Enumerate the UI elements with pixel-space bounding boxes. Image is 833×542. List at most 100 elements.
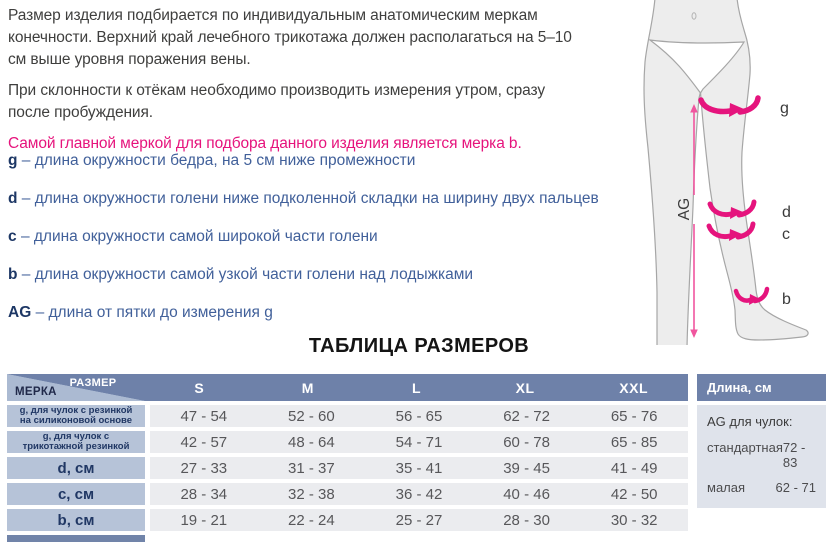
column-header-m: M — [301, 379, 314, 396]
length-row-short: малая 62 - 71 — [707, 480, 816, 495]
value-cell: 35 - 41 — [395, 459, 443, 477]
value-cell: 40 - 46 — [503, 485, 550, 503]
definition-key: b — [8, 266, 18, 283]
definition-desc: – длина окружности бедра, на 5 см ниже п… — [21, 152, 416, 169]
length-name: стандартная — [707, 440, 783, 455]
body-outline — [643, 0, 809, 345]
value-cell: 47 - 54 — [180, 407, 228, 425]
value-cell: 42 - 50 — [610, 485, 658, 503]
length-panel: Длина, см AG для чулок: стандартная 72 -… — [697, 374, 826, 508]
row-label-line: g, для чулок с резинкой — [19, 404, 133, 416]
value-cell: 19 - 21 — [180, 511, 228, 529]
row-label: g, для чулок с резинкой на силиконовой о… — [7, 405, 145, 427]
g-arrowhead — [729, 103, 744, 117]
definition-desc: – длина окружности самой узкой части гол… — [21, 266, 474, 283]
size-column-headers: S M L XL XXL — [145, 374, 688, 401]
definition-desc: – длина окружности самой широкой части г… — [20, 228, 378, 245]
row-label: b, см — [7, 509, 145, 531]
length-value: 72 - 83 — [782, 440, 806, 470]
value-cell: 42 - 57 — [180, 433, 228, 451]
value-cell: 62 - 72 — [503, 407, 550, 425]
g-circumference-arrow — [698, 95, 761, 115]
definition-ag: AG – длина от пятки до измерения g — [8, 298, 599, 336]
table-row: d, см 27 - 33 31 - 37 35 - 41 39 - 45 41… — [7, 457, 688, 479]
value-cell: 48 - 64 — [288, 433, 335, 451]
figure-label-g: g — [780, 100, 789, 117]
intro-p1-line: Размер изделия подбирается по индивидуал… — [8, 7, 538, 24]
cutoff-row-strip — [7, 535, 145, 542]
column-header-l: L — [411, 379, 422, 396]
column-header-s: S — [194, 379, 205, 396]
row-label-line: d, см — [57, 459, 95, 477]
intro-highlight: Самой главной меркой для подбора данного… — [8, 135, 522, 152]
table-row: c, см 28 - 34 32 - 38 36 - 42 40 - 46 42… — [7, 483, 688, 505]
value-cell: 22 - 24 — [288, 511, 335, 529]
value-cell: 28 - 34 — [180, 485, 228, 503]
measurement-definitions: g – длина окружности бедра, на 5 см ниже… — [8, 146, 599, 336]
figure-label-c: c — [782, 226, 790, 243]
length-panel-header: Длина, см — [697, 374, 826, 401]
row-label: d, см — [7, 457, 145, 479]
row-label-line: c, см — [57, 485, 95, 503]
intro-p2-line: При склонности к отёкам необходимо произ… — [8, 82, 546, 99]
value-cell: 65 - 85 — [610, 433, 658, 451]
row-label: c, см — [7, 483, 145, 505]
value-cell: 25 - 27 — [395, 511, 443, 529]
value-cell: 30 - 32 — [610, 511, 658, 529]
ag-arrowhead-top — [690, 104, 698, 113]
table-row: b, см 19 - 21 22 - 24 25 - 27 28 - 30 30… — [7, 509, 688, 531]
row-values: 42 - 57 48 - 64 54 - 71 60 - 78 65 - 85 — [150, 431, 688, 453]
definition-key: g — [8, 152, 18, 169]
definition-b: b – длина окружности самой узкой части г… — [8, 260, 599, 298]
row-label-line: на силиконовой основе — [19, 415, 133, 426]
intro-paragraph-1: Размер изделия подбирается по индивидуал… — [8, 5, 668, 71]
intro-text: Размер изделия подбирается по индивидуал… — [8, 5, 668, 164]
corner-cell: РАЗМЕР МЕРКА — [7, 374, 145, 401]
value-cell: 65 - 76 — [610, 407, 658, 425]
c-arrowhead — [729, 229, 742, 241]
value-cell: 54 - 71 — [395, 433, 443, 451]
figure-label-d: d — [782, 204, 791, 221]
length-panel-body: AG для чулок: стандартная 72 - 83 малая … — [697, 405, 826, 508]
length-name: малая — [707, 480, 746, 495]
value-cell: 39 - 45 — [503, 459, 550, 477]
value-cell: 27 - 33 — [180, 459, 228, 477]
size-table: РАЗМЕР МЕРКА S M L XL XXL g, для чулок с… — [7, 374, 688, 535]
column-header-xl: XL — [515, 379, 535, 396]
length-value: 62 - 71 — [775, 480, 816, 495]
definition-desc: – длина от пятки до измерения g — [35, 304, 273, 321]
value-cell: 31 - 37 — [288, 459, 335, 477]
row-label-line: b, см — [57, 511, 95, 529]
definition-key: d — [8, 190, 18, 207]
length-row-standard: стандартная 72 - 83 — [707, 440, 816, 470]
row-label: g, для чулок с трикотажной резинкой — [7, 431, 145, 453]
row-values: 27 - 33 31 - 37 35 - 41 39 - 45 41 - 49 — [150, 457, 688, 479]
value-cell: 60 - 78 — [503, 433, 550, 451]
intro-p1-line: см выше уровня поражения вены. — [8, 51, 251, 68]
definition-desc: – длина окружности голени ниже подколенн… — [21, 190, 599, 207]
d-arrowhead — [730, 207, 743, 219]
leg-measurement-diagram: AG g d c b — [643, 0, 809, 345]
b-arrowhead — [749, 294, 760, 305]
row-values: 47 - 54 52 - 60 56 - 65 62 - 72 65 - 76 — [150, 405, 688, 427]
definition-key: c — [8, 228, 17, 245]
intro-p2-line: после пробуждения. — [8, 104, 153, 121]
figure-label-b: b — [782, 291, 791, 308]
definition-key: AG — [8, 304, 32, 321]
size-table-title: ТАБЛИЦА РАЗМЕРОВ — [308, 335, 530, 357]
value-cell: 36 - 42 — [395, 485, 443, 503]
size-table-header: РАЗМЕР МЕРКА S M L XL XXL — [7, 374, 688, 401]
definition-c: c – длина окружности самой широкой части… — [8, 222, 599, 260]
table-row: g, для чулок с трикотажной резинкой 42 -… — [7, 431, 688, 453]
row-label-line: g, для чулок с — [42, 430, 110, 442]
corner-measure-label: МЕРКА — [15, 386, 57, 398]
column-header-xxl: XXL — [619, 379, 649, 396]
corner-size-label: РАЗМЕР — [69, 377, 117, 389]
figure-label-ag: AG — [676, 198, 693, 220]
table-row: g, для чулок с резинкой на силиконовой о… — [7, 405, 688, 427]
d-circumference-arrow — [707, 199, 757, 218]
value-cell: 52 - 60 — [288, 407, 335, 425]
intro-p1-line: конечности. Верхний край лечебного трико… — [8, 29, 572, 46]
row-values: 19 - 21 22 - 24 25 - 27 28 - 30 30 - 32 — [150, 509, 688, 531]
